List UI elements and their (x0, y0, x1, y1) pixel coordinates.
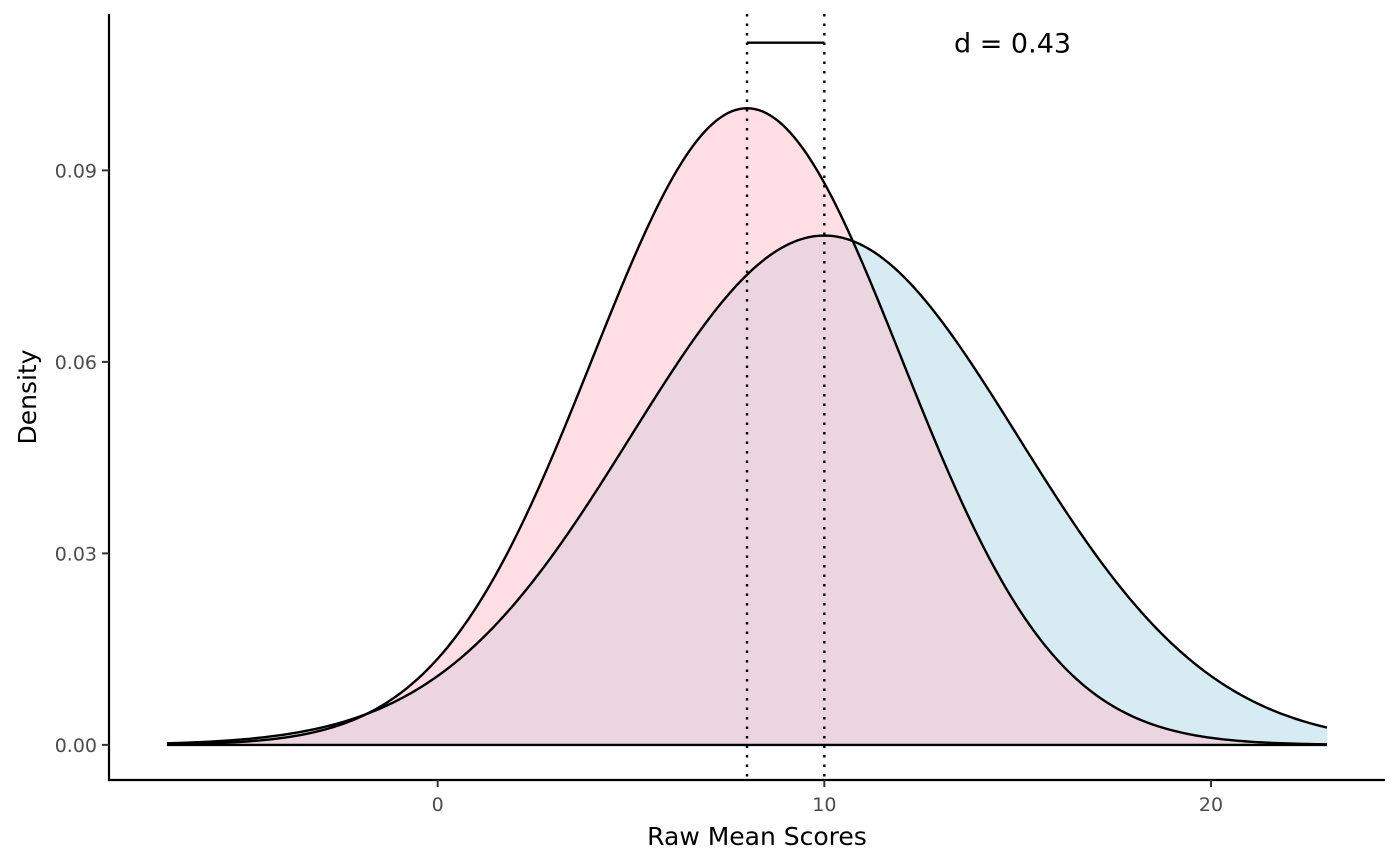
density-area-2 (167, 108, 1327, 745)
mean-lines (745, 14, 826, 780)
x-axis-title: Raw Mean Scores (647, 822, 867, 851)
effect-size-label: d = 0.43 (954, 29, 1071, 60)
y-tick-label: 0.03 (55, 543, 97, 565)
density-curve-2 (166, 107, 1328, 746)
x-tick-label: 20 (1199, 794, 1223, 816)
x-tick-label: 10 (812, 794, 836, 816)
y-tick-label: 0.06 (55, 352, 97, 374)
x-axis-ticks: 0 10 20 (432, 780, 1223, 816)
y-axis-ticks: 0.00 0.03 0.06 0.09 (55, 160, 109, 757)
axes: 0 10 20 0.00 0.03 0.06 0.09 Raw Mean Scores D… (13, 14, 1385, 851)
effect-size-annotation: d = 0.43 (747, 29, 1071, 60)
y-tick-label: 0.09 (55, 160, 97, 182)
y-axis-title: Density (13, 349, 42, 444)
density-curves (166, 107, 1328, 746)
x-tick-label: 0 (432, 794, 444, 816)
density-fills (167, 108, 1327, 745)
y-tick-label: 0.00 (55, 735, 97, 757)
